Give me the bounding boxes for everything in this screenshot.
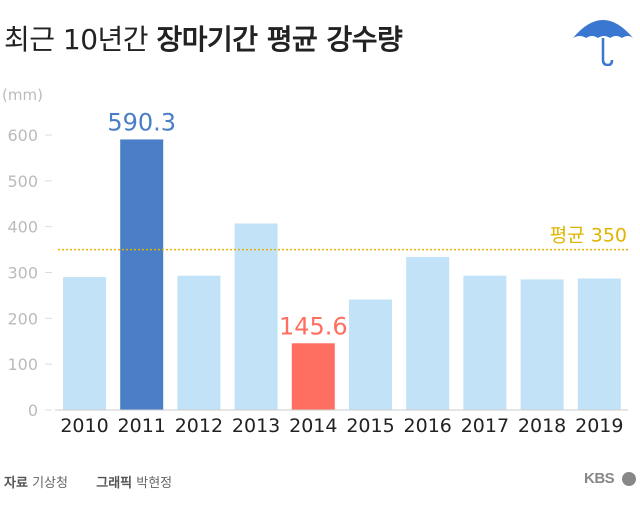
y-tick-label: 500 xyxy=(7,172,38,191)
average-line-label: 평균 350 xyxy=(550,225,627,247)
bar-2017 xyxy=(463,275,507,410)
source-label: 자료 xyxy=(4,476,28,491)
y-tick-label: 0 xyxy=(28,401,38,420)
x-tick-label: 2011 xyxy=(118,415,166,437)
footer: 자료 기상청 그래픽 박현정 xyxy=(4,472,172,491)
x-tick-label: 2012 xyxy=(175,415,223,437)
y-tick-label: 200 xyxy=(7,309,38,328)
umbrella-icon xyxy=(573,20,633,66)
y-tick-label: 300 xyxy=(7,264,38,283)
source-value: 기상청 xyxy=(32,476,68,491)
bar-2014 xyxy=(291,343,335,410)
title-light: 최근 10년간 xyxy=(4,23,149,56)
bar-2018 xyxy=(520,279,564,410)
x-tick-label: 2018 xyxy=(518,415,566,437)
x-tick-label: 2019 xyxy=(575,415,623,437)
graphic-value: 박현정 xyxy=(136,476,173,491)
y-tick-label: 100 xyxy=(7,355,38,374)
bar-2010 xyxy=(63,277,106,410)
data-label-2011: 590.3 xyxy=(107,108,176,136)
kbs-logo: KBS xyxy=(584,470,615,487)
bar-chart: 0 100 200 300 400 500 600 2010 2011 2012 2013 2014 2… xyxy=(7,108,628,437)
bar-2015 xyxy=(349,299,392,410)
x-tick-label: 2013 xyxy=(232,415,280,437)
data-label-2014: 145.6 xyxy=(279,312,348,340)
bar-2016 xyxy=(406,256,450,410)
bar-2011 xyxy=(120,139,164,410)
y-tick-label: 600 xyxy=(7,126,38,145)
x-tick-label: 2014 xyxy=(289,415,337,437)
title-bold: 장마기간 평균 강수량 xyxy=(156,23,403,56)
x-tick-label: 2015 xyxy=(346,415,394,437)
y-tick-label: 400 xyxy=(7,218,38,237)
chart-title: 최근 10년간 장마기간 평균 강수량 xyxy=(4,18,403,58)
x-tick-label: 2016 xyxy=(404,415,452,437)
bar-2019 xyxy=(577,278,621,410)
bar-2012 xyxy=(177,275,221,410)
x-tick-label: 2017 xyxy=(461,415,509,437)
kbs-logo-mark xyxy=(622,472,636,486)
y-axis-unit: (mm) xyxy=(2,86,43,104)
graphic-label: 그래픽 xyxy=(96,476,133,491)
bar-2013 xyxy=(234,223,278,410)
x-tick-label: 2010 xyxy=(60,415,108,437)
